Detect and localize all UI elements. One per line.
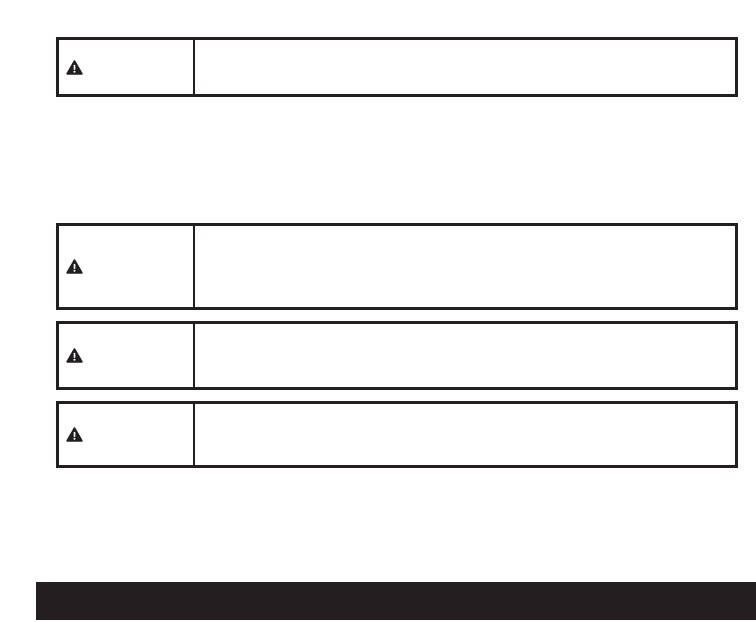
warning-box-3 xyxy=(56,321,738,390)
warning-triangle-icon xyxy=(66,427,83,442)
warning-box-1 xyxy=(56,37,738,97)
warning-icon-cell xyxy=(59,40,195,94)
warning-content-cell xyxy=(195,40,735,94)
warning-triangle-icon xyxy=(66,348,83,363)
warning-triangle-icon xyxy=(66,259,83,274)
warning-content-cell xyxy=(195,324,735,387)
footer-banner xyxy=(36,582,756,620)
warning-icon-cell xyxy=(59,324,195,387)
warning-box-4 xyxy=(56,401,738,468)
warning-triangle-icon xyxy=(66,59,83,75)
warning-box-2 xyxy=(56,223,738,310)
warning-content-cell xyxy=(195,226,735,307)
warning-icon-cell xyxy=(59,226,195,307)
warning-content-cell xyxy=(195,404,735,465)
warning-icon-cell xyxy=(59,404,195,465)
